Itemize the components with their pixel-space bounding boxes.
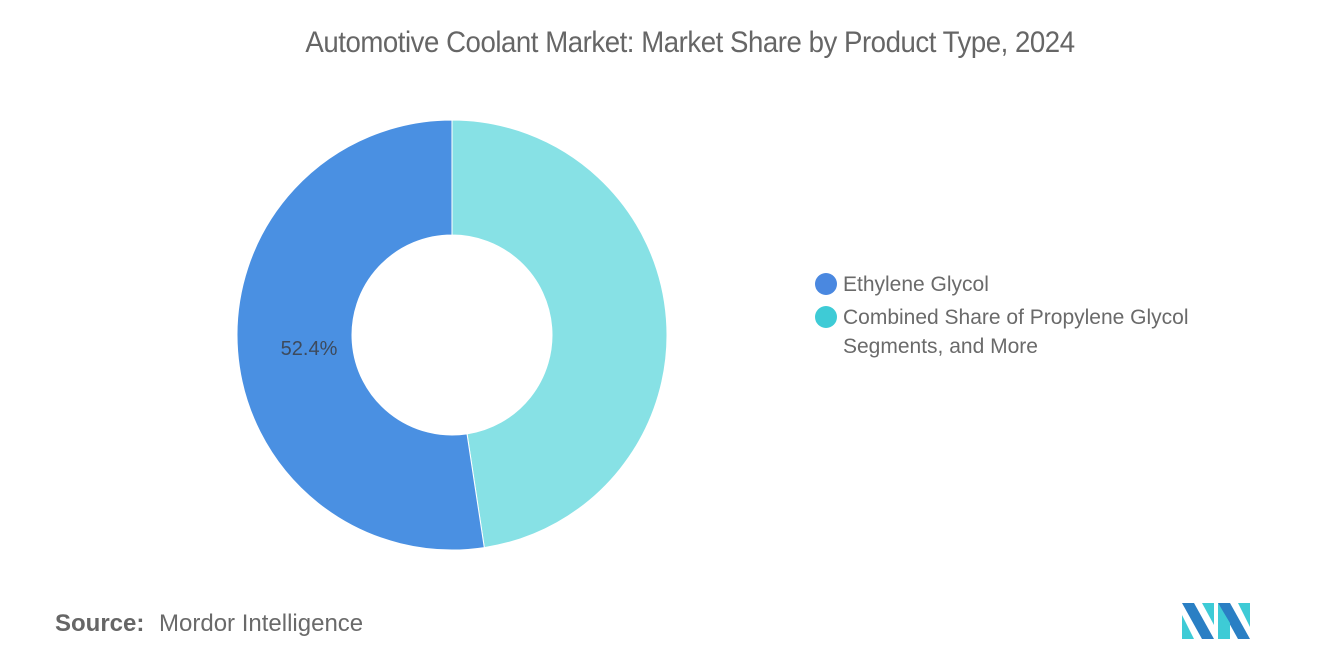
slice-ethylene-glycol[interactable] [236,119,485,551]
legend-item-propylene-glycol-and-more[interactable]: Combined Share of Propylene Glycol Segme… [815,303,1233,361]
legend-label: Ethylene Glycol [843,273,989,296]
legend-item-ethylene-glycol[interactable]: Ethylene Glycol [815,270,1233,299]
chart-title: Automotive Coolant Market: Market Share … [305,26,1075,59]
source-note: Source: Mordor Intelligence [55,610,363,638]
source-key: Source: [55,610,145,637]
legend: Ethylene Glycol Combined Share of Propyl… [815,270,1233,365]
legend-swatch-icon [815,306,837,328]
mordor-intelligence-logo-icon [1182,603,1250,639]
legend-label: Combined Share of Propylene Glycol Segme… [843,306,1189,358]
legend-swatch-icon [815,273,837,295]
slice-label-ethylene-glycol: 52.4% [281,338,338,360]
source-value: Mordor Intelligence [159,610,364,637]
donut-slices [236,119,668,551]
slice-propylene-glycol-and-more[interactable] [451,119,668,549]
